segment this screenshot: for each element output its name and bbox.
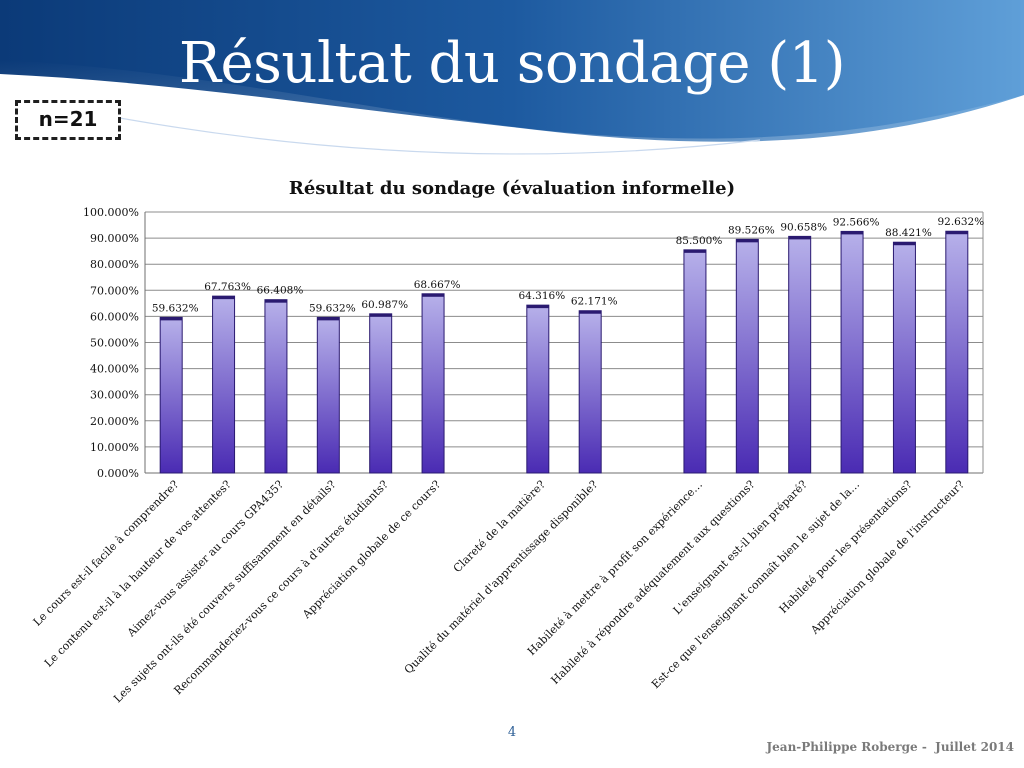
chart-title: Résultat du sondage (évaluation informel…: [289, 178, 735, 199]
bar-cap: [841, 231, 864, 235]
bar: [945, 230, 969, 474]
data-label: 59.632%: [152, 302, 199, 314]
x-tick-label: Habileté à répondre adéquatement aux que…: [548, 478, 757, 687]
data-label: 67.763%: [204, 281, 251, 293]
bar-cap: [893, 242, 916, 246]
page-number: 4: [507, 725, 517, 740]
data-label: 85.500%: [676, 235, 723, 247]
header-background: [0, 0, 1024, 155]
x-tick-label: Le contenu est-il à la hauteur de vos at…: [42, 478, 234, 670]
y-tick-label: 90.000%: [90, 232, 139, 245]
bar: [735, 238, 759, 474]
slide-title: Résultat du sondage (1): [178, 31, 846, 96]
bar: [578, 310, 602, 474]
bar-cap: [212, 296, 235, 300]
y-tick-label: 50.000%: [90, 337, 139, 350]
bar-cap: [422, 293, 445, 297]
bar-cap: [369, 313, 392, 317]
bar-cap: [945, 231, 968, 235]
bar: [421, 293, 445, 474]
bar: [892, 241, 916, 474]
bar-cap: [526, 305, 549, 309]
bar: [316, 316, 340, 474]
data-label: 89.526%: [728, 224, 775, 236]
data-label: 59.632%: [309, 302, 356, 314]
y-tick-label: 0.000%: [97, 467, 139, 480]
y-tick-label: 10.000%: [90, 441, 139, 454]
data-label: 60.987%: [361, 299, 408, 311]
bar-cap: [788, 236, 811, 240]
bar: [526, 304, 550, 474]
bar: [264, 299, 288, 474]
data-label: 92.632%: [937, 216, 984, 228]
bar-cap: [579, 310, 602, 314]
data-label: 88.421%: [885, 227, 932, 239]
sample-size-badge: n=21: [15, 100, 121, 140]
bar-cap: [264, 299, 287, 303]
bar: [788, 235, 812, 474]
data-label: 68.667%: [414, 279, 461, 291]
bar: [212, 295, 236, 474]
data-label: 90.658%: [780, 221, 827, 233]
data-label: 92.566%: [833, 216, 880, 228]
bar-cap: [160, 317, 183, 321]
x-tick-label: Qualité du matériel d'apprentissage disp…: [402, 478, 601, 677]
bar-chart: Résultat du sondage (évaluation informel…: [31, 178, 985, 705]
bar-cap: [317, 317, 340, 321]
bar: [159, 316, 183, 474]
data-label: 62.171%: [571, 296, 618, 308]
y-tick-label: 40.000%: [90, 363, 139, 376]
y-tick-label: 20.000%: [90, 415, 139, 428]
bar: [840, 230, 864, 474]
bar: [369, 313, 393, 474]
y-tick-label: 30.000%: [90, 389, 139, 402]
y-tick-label: 100.000%: [83, 206, 139, 219]
y-tick-label: 80.000%: [90, 258, 139, 271]
y-tick-label: 70.000%: [90, 284, 139, 297]
bar-cap: [683, 249, 706, 253]
footer-credit: Jean-Philippe Roberge - Juillet 2014: [766, 740, 1014, 754]
bar: [683, 249, 707, 474]
data-label: 64.316%: [518, 290, 565, 302]
data-label: 66.408%: [257, 285, 304, 297]
x-tick-label: Clareté de la matière?: [451, 478, 548, 575]
bar-cap: [736, 239, 759, 243]
y-tick-label: 60.000%: [90, 310, 139, 323]
x-tick-label: Habileté à mettre à profit son expérienc…: [525, 478, 705, 658]
